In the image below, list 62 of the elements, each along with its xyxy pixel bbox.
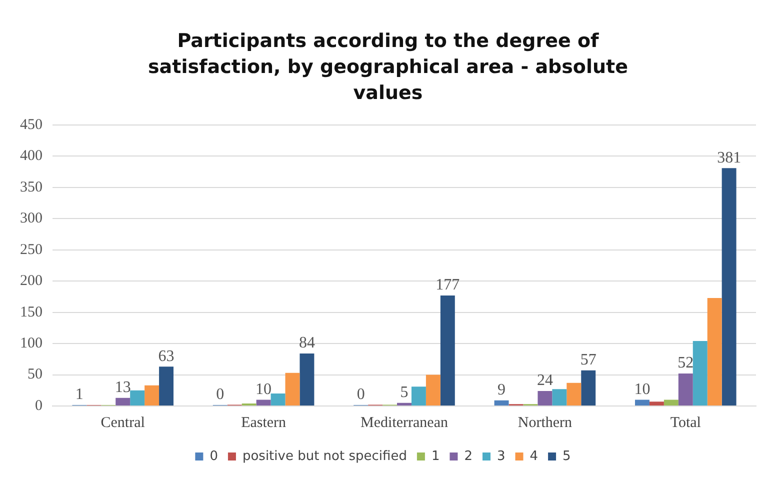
bar [397, 402, 412, 406]
bar [552, 389, 567, 406]
x-tick-label: Northern [518, 414, 573, 431]
legend-label: 4 [530, 448, 538, 464]
y-tick-label: 0 [35, 398, 42, 414]
y-tick-label: 350 [20, 179, 42, 196]
y-tick-label: 450 [20, 116, 42, 133]
data-label: 0 [356, 386, 365, 404]
data-label: 177 [436, 276, 460, 294]
data-label: 24 [536, 372, 553, 390]
legend-label: 2 [464, 448, 473, 464]
data-label: 13 [114, 379, 131, 396]
y-tick-label: 150 [20, 304, 42, 320]
bar [116, 398, 130, 406]
bar [256, 400, 271, 406]
x-tick-label: Eastern [241, 414, 287, 431]
data-label: 381 [717, 149, 742, 166]
legend-label: 3 [496, 448, 506, 464]
bar [440, 295, 455, 406]
bar [159, 366, 174, 406]
bar [538, 391, 552, 406]
y-tick-label: 300 [20, 210, 42, 227]
data-label: 63 [158, 348, 174, 365]
bar [144, 385, 160, 406]
y-tick-label: 200 [20, 273, 42, 290]
bar [707, 298, 722, 406]
bar [692, 341, 708, 406]
data-label: 10 [634, 380, 650, 398]
data-label: 10 [256, 380, 272, 398]
data-label: 5 [400, 384, 408, 402]
bar [426, 374, 440, 406]
bar [566, 382, 582, 406]
bar [494, 400, 509, 406]
y-tick-label: 250 [20, 242, 42, 258]
x-tick-label: Mediterranean [360, 414, 448, 431]
x-tick-label: Central [100, 414, 145, 431]
y-tick-label: 100 [20, 335, 42, 352]
bar [130, 390, 145, 406]
legend-label: 5 [562, 448, 571, 464]
x-tick-label: Total [670, 414, 701, 431]
legend-label: 1 [431, 448, 440, 464]
data-label: 0 [216, 386, 224, 404]
bar [635, 400, 650, 406]
data-label: 57 [580, 352, 596, 369]
bar [581, 370, 596, 406]
data-label: 52 [678, 354, 694, 372]
data-label: 9 [498, 382, 506, 399]
bar [285, 372, 300, 406]
legend-label: 0 [210, 448, 218, 464]
data-label: 1 [75, 386, 84, 404]
y-tick-label: 50 [28, 366, 42, 383]
bar [270, 394, 286, 406]
legend-label: positive but not specified [242, 448, 407, 464]
chart-title: Participants according to the degree of satisfaction, by geographical area - absolute values [147, 29, 629, 106]
bar [664, 400, 678, 406]
bar [300, 354, 314, 406]
bar [649, 402, 664, 406]
bar [678, 374, 693, 406]
bar [722, 168, 736, 406]
data-label: 84 [298, 334, 315, 352]
y-tick-label: 400 [20, 148, 42, 164]
bar [411, 386, 426, 406]
